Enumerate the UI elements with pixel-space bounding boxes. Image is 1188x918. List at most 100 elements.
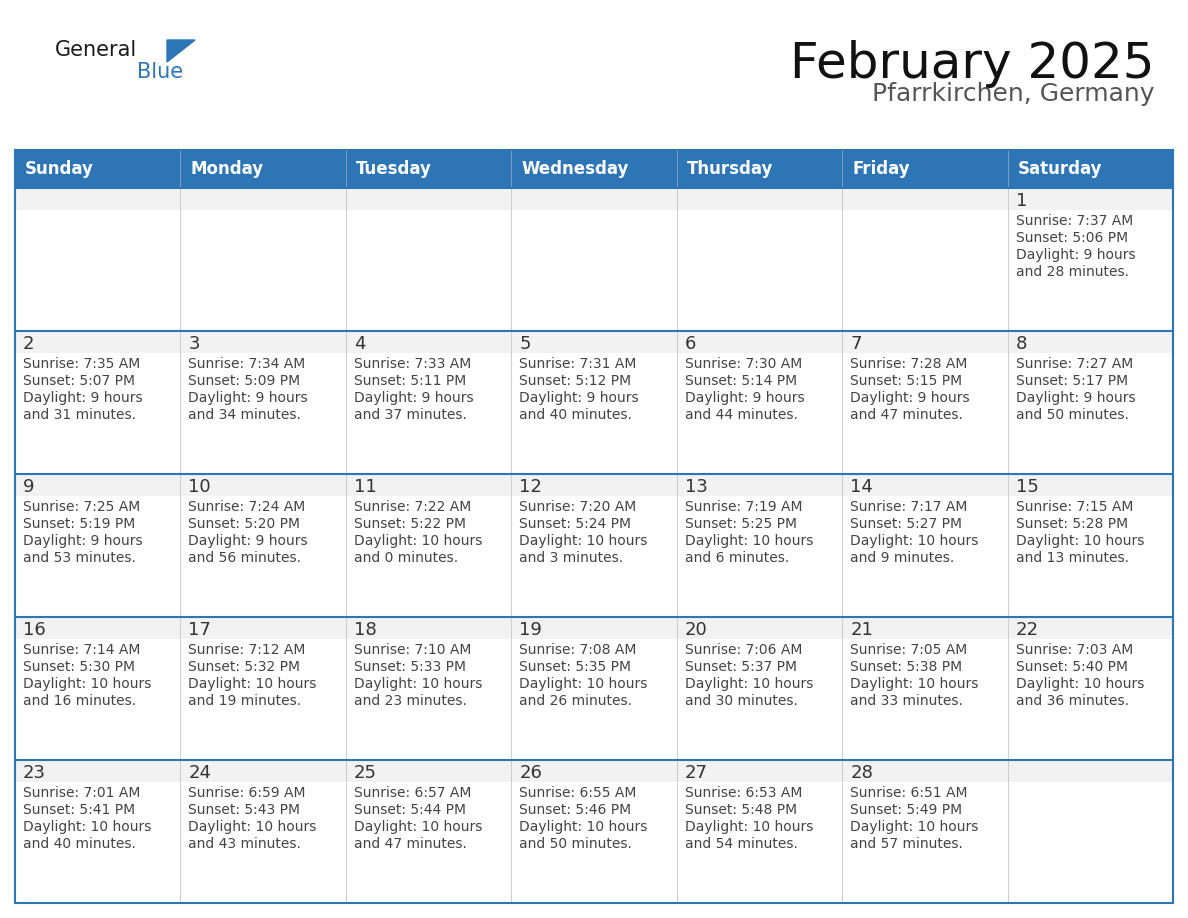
Text: Sunset: 5:37 PM: Sunset: 5:37 PM [684, 660, 797, 674]
Text: and 31 minutes.: and 31 minutes. [23, 408, 135, 422]
Text: 22: 22 [1016, 621, 1038, 639]
Text: and 47 minutes.: and 47 minutes. [354, 837, 467, 851]
Text: Sunset: 5:46 PM: Sunset: 5:46 PM [519, 803, 631, 817]
Text: Blue: Blue [137, 62, 183, 82]
Text: Sunset: 5:35 PM: Sunset: 5:35 PM [519, 660, 631, 674]
Bar [677, 188, 842, 210]
Text: Sunrise: 7:06 AM: Sunrise: 7:06 AM [684, 643, 802, 657]
Text: Sunset: 5:07 PM: Sunset: 5:07 PM [23, 374, 135, 388]
Bar [677, 353, 842, 474]
Bar [1007, 639, 1173, 760]
Text: Sunrise: 7:22 AM: Sunrise: 7:22 AM [354, 500, 472, 514]
Text: and 57 minutes.: and 57 minutes. [851, 837, 963, 851]
Bar [842, 617, 1007, 639]
Text: Sunset: 5:25 PM: Sunset: 5:25 PM [684, 517, 797, 531]
Bar [346, 210, 511, 331]
Text: Sunrise: 7:25 AM: Sunrise: 7:25 AM [23, 500, 140, 514]
Bar [1007, 617, 1173, 639]
Bar [181, 782, 346, 903]
Text: Daylight: 10 hours: Daylight: 10 hours [684, 534, 813, 548]
Bar [346, 188, 511, 210]
Text: Sunrise: 7:28 AM: Sunrise: 7:28 AM [851, 357, 967, 371]
Text: Sunset: 5:17 PM: Sunset: 5:17 PM [1016, 374, 1127, 388]
Text: Daylight: 10 hours: Daylight: 10 hours [23, 677, 151, 691]
Bar [1007, 782, 1173, 903]
Text: Sunrise: 6:53 AM: Sunrise: 6:53 AM [684, 786, 802, 800]
Text: Sunset: 5:24 PM: Sunset: 5:24 PM [519, 517, 631, 531]
Bar [346, 496, 511, 617]
Text: Sunset: 5:14 PM: Sunset: 5:14 PM [684, 374, 797, 388]
Text: Monday: Monday [190, 160, 264, 178]
Text: Daylight: 9 hours: Daylight: 9 hours [23, 391, 143, 405]
Text: 8: 8 [1016, 335, 1026, 353]
Bar [1007, 496, 1173, 617]
Bar [511, 617, 677, 639]
Bar [15, 331, 181, 353]
Bar [842, 188, 1007, 210]
Bar [677, 617, 842, 639]
Bar [15, 150, 1173, 188]
Bar [346, 331, 511, 353]
Bar [842, 496, 1007, 617]
Bar [677, 760, 842, 782]
Text: 1: 1 [1016, 192, 1026, 210]
Text: and 33 minutes.: and 33 minutes. [851, 694, 963, 708]
Text: Sunrise: 6:59 AM: Sunrise: 6:59 AM [189, 786, 307, 800]
Bar [677, 639, 842, 760]
Text: Sunrise: 7:24 AM: Sunrise: 7:24 AM [189, 500, 305, 514]
Text: General: General [55, 40, 138, 60]
Text: Daylight: 9 hours: Daylight: 9 hours [23, 534, 143, 548]
Bar [346, 474, 511, 496]
Bar [15, 210, 181, 331]
Bar [15, 639, 181, 760]
Text: and 56 minutes.: and 56 minutes. [189, 551, 302, 565]
Text: Sunrise: 7:10 AM: Sunrise: 7:10 AM [354, 643, 472, 657]
Text: Sunrise: 7:14 AM: Sunrise: 7:14 AM [23, 643, 140, 657]
Text: 19: 19 [519, 621, 542, 639]
Text: Daylight: 9 hours: Daylight: 9 hours [1016, 248, 1136, 262]
Text: Sunday: Sunday [25, 160, 94, 178]
Text: Sunset: 5:09 PM: Sunset: 5:09 PM [189, 374, 301, 388]
Text: February 2025: February 2025 [790, 40, 1155, 88]
Text: Daylight: 10 hours: Daylight: 10 hours [519, 820, 647, 834]
Bar [842, 639, 1007, 760]
Text: and 0 minutes.: and 0 minutes. [354, 551, 459, 565]
Bar [181, 496, 346, 617]
Text: Sunset: 5:06 PM: Sunset: 5:06 PM [1016, 231, 1127, 245]
Bar [15, 617, 181, 639]
Text: 27: 27 [684, 764, 708, 782]
Text: Sunrise: 7:30 AM: Sunrise: 7:30 AM [684, 357, 802, 371]
Bar [1007, 210, 1173, 331]
Text: and 54 minutes.: and 54 minutes. [684, 837, 797, 851]
Text: Daylight: 10 hours: Daylight: 10 hours [23, 820, 151, 834]
Text: Pfarrkirchen, Germany: Pfarrkirchen, Germany [872, 82, 1155, 106]
Text: and 13 minutes.: and 13 minutes. [1016, 551, 1129, 565]
Text: and 28 minutes.: and 28 minutes. [1016, 265, 1129, 279]
Bar [15, 353, 181, 474]
Text: Sunset: 5:38 PM: Sunset: 5:38 PM [851, 660, 962, 674]
Text: Tuesday: Tuesday [356, 160, 431, 178]
Bar [842, 474, 1007, 496]
Text: Sunrise: 7:33 AM: Sunrise: 7:33 AM [354, 357, 472, 371]
Text: Sunrise: 7:08 AM: Sunrise: 7:08 AM [519, 643, 637, 657]
Text: and 40 minutes.: and 40 minutes. [23, 837, 135, 851]
Text: Daylight: 9 hours: Daylight: 9 hours [1016, 391, 1136, 405]
Text: 5: 5 [519, 335, 531, 353]
Bar [181, 331, 346, 353]
Text: and 36 minutes.: and 36 minutes. [1016, 694, 1129, 708]
Text: 4: 4 [354, 335, 366, 353]
Text: Sunrise: 7:20 AM: Sunrise: 7:20 AM [519, 500, 637, 514]
Bar [677, 782, 842, 903]
Bar [15, 760, 181, 782]
Bar [511, 782, 677, 903]
Bar [346, 353, 511, 474]
Text: 10: 10 [189, 478, 211, 496]
Text: 7: 7 [851, 335, 861, 353]
Bar [511, 496, 677, 617]
Bar [511, 760, 677, 782]
Bar [181, 474, 346, 496]
Text: Daylight: 9 hours: Daylight: 9 hours [684, 391, 804, 405]
Text: Daylight: 10 hours: Daylight: 10 hours [354, 820, 482, 834]
Text: Daylight: 10 hours: Daylight: 10 hours [519, 677, 647, 691]
Text: and 16 minutes.: and 16 minutes. [23, 694, 137, 708]
